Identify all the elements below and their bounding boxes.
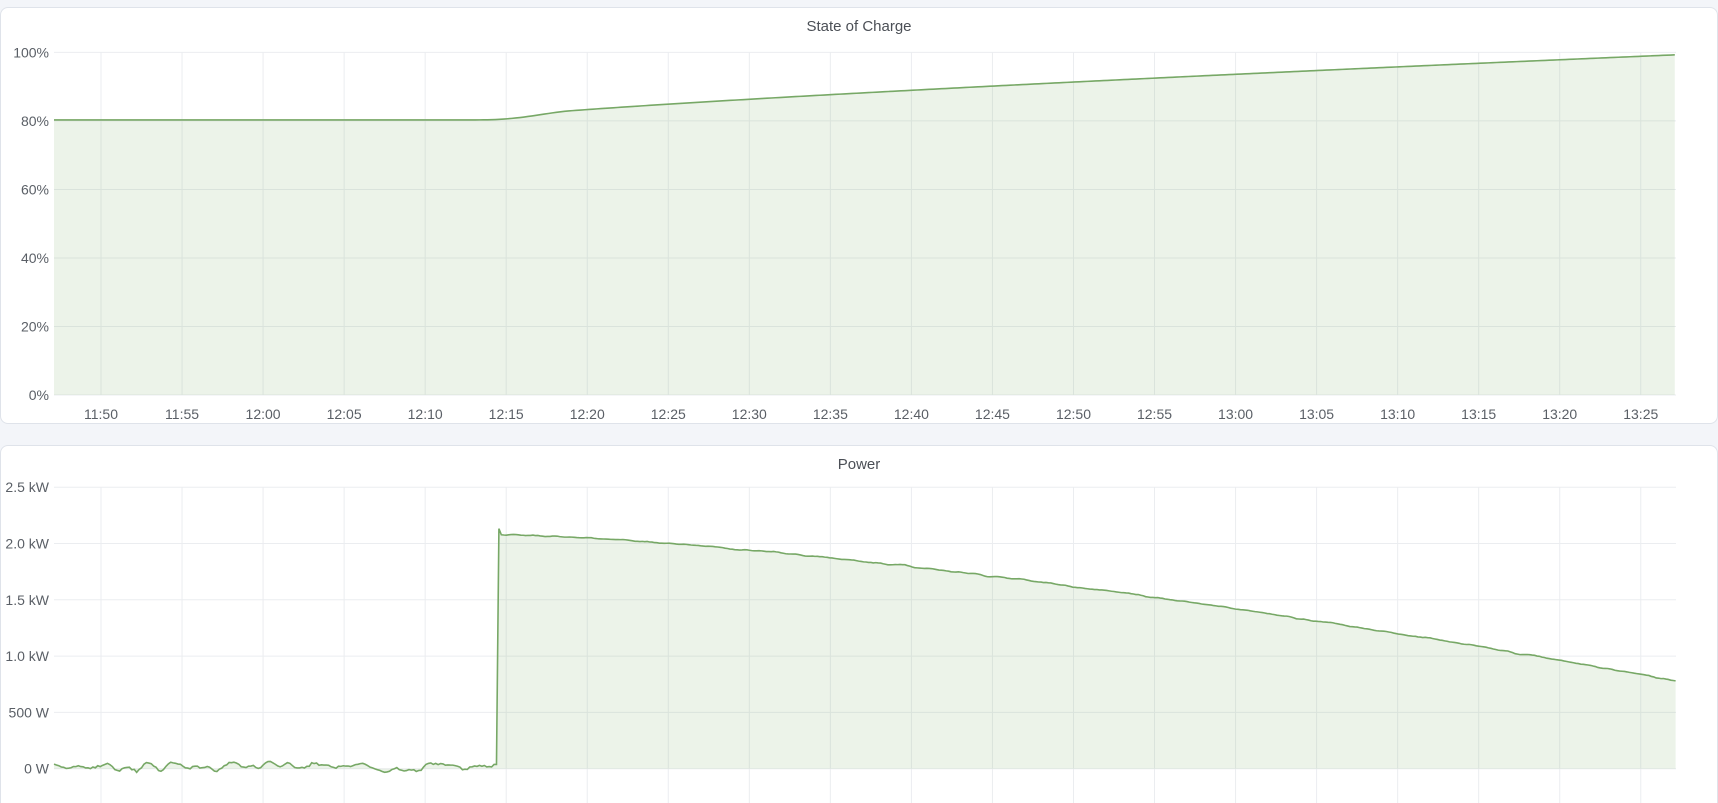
svg-text:12:35: 12:35 [813, 406, 848, 422]
svg-text:11:55: 11:55 [165, 406, 199, 422]
svg-text:13:25: 13:25 [1623, 406, 1658, 422]
svg-text:60%: 60% [21, 182, 49, 198]
svg-text:12:00: 12:00 [246, 406, 281, 422]
svg-text:13:10: 13:10 [1380, 406, 1415, 422]
svg-text:13:20: 13:20 [1542, 406, 1577, 422]
svg-text:12:55: 12:55 [1137, 406, 1172, 422]
svg-text:13:05: 13:05 [1299, 406, 1334, 422]
svg-text:12:25: 12:25 [651, 406, 686, 422]
svg-text:12:30: 12:30 [732, 406, 767, 422]
svg-text:0%: 0% [29, 387, 49, 403]
svg-text:12:10: 12:10 [408, 406, 443, 422]
svg-text:12:05: 12:05 [327, 406, 362, 422]
svg-text:11:50: 11:50 [84, 406, 118, 422]
svg-text:100%: 100% [13, 45, 49, 61]
svg-text:20%: 20% [21, 319, 49, 335]
svg-text:2.5 kW: 2.5 kW [5, 479, 49, 495]
svg-text:1.5 kW: 1.5 kW [5, 592, 49, 608]
svg-text:2.0 kW: 2.0 kW [5, 536, 49, 552]
svg-text:80%: 80% [21, 113, 49, 129]
svg-text:12:40: 12:40 [894, 406, 929, 422]
svg-text:12:50: 12:50 [1056, 406, 1091, 422]
svg-text:12:45: 12:45 [975, 406, 1010, 422]
svg-text:1.0 kW: 1.0 kW [5, 648, 49, 664]
svg-text:13:15: 13:15 [1461, 406, 1496, 422]
svg-text:12:15: 12:15 [489, 406, 524, 422]
svg-text:0 W: 0 W [24, 761, 50, 777]
svg-text:13:00: 13:00 [1218, 406, 1253, 422]
svg-text:12:20: 12:20 [570, 406, 605, 422]
svg-text:40%: 40% [21, 250, 49, 266]
svg-text:500 W: 500 W [9, 705, 50, 721]
